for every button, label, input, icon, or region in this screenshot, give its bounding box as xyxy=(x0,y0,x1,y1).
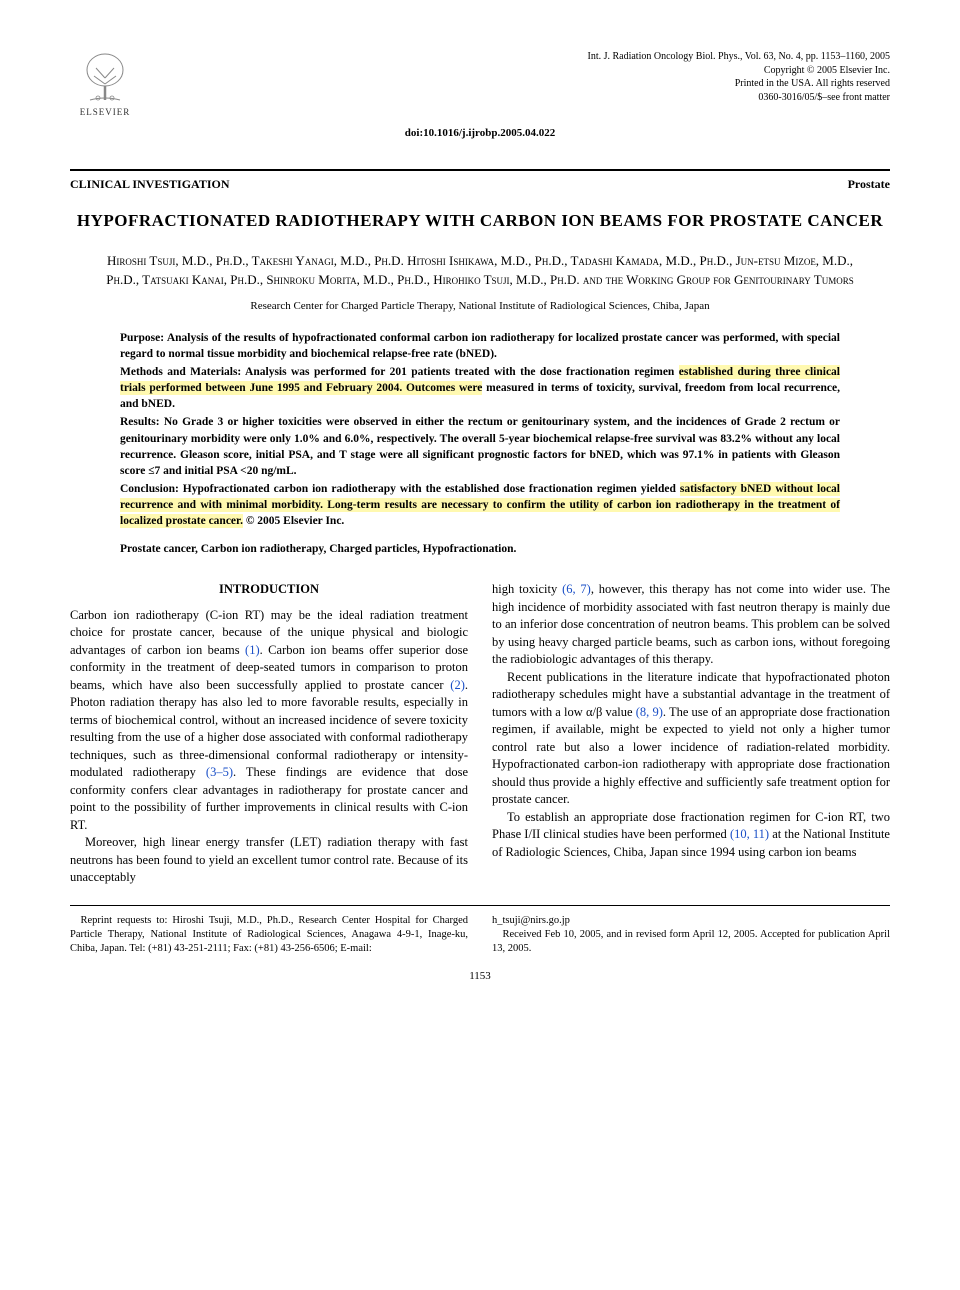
abstract-conclusion: Conclusion: Hypofractionated carbon ion … xyxy=(120,481,840,529)
elsevier-tree-icon xyxy=(80,50,130,105)
printed-line: Printed in the USA. All rights reserved xyxy=(587,77,890,91)
conclusion-text-pre: Hypofractionated carbon ion radiotherapy… xyxy=(179,483,680,495)
header-citation-block: Int. J. Radiation Oncology Biol. Phys., … xyxy=(587,50,890,104)
article-body: INTRODUCTION Carbon ion radiotherapy (C-… xyxy=(70,581,890,887)
intro-paragraph-2: Moreover, high linear energy transfer (L… xyxy=(70,834,468,887)
citation-link-2[interactable]: (2) xyxy=(450,678,465,692)
citation-link-10-11[interactable]: (10, 11) xyxy=(730,827,769,841)
keywords: Prostate cancer, Carbon ion radiotherapy… xyxy=(70,543,890,555)
methods-text-pre: Analysis was performed for 201 patients … xyxy=(241,366,678,378)
issn-line: 0360-3016/05/$–see front matter xyxy=(587,91,890,105)
intro-paragraph-4: To establish an appropriate dose fractio… xyxy=(492,809,890,862)
abstract-results: Results: No Grade 3 or higher toxicities… xyxy=(120,414,840,478)
text-run: . The use of an appropriate dose fractio… xyxy=(492,705,890,807)
copyright-line: Copyright © 2005 Elsevier Inc. xyxy=(587,64,890,78)
methods-label: Methods and Materials: xyxy=(120,366,241,378)
page-header: ELSEVIER Int. J. Radiation Oncology Biol… xyxy=(70,50,890,117)
publisher-logo-block: ELSEVIER xyxy=(70,50,140,117)
footer-rule xyxy=(70,905,890,906)
doi: doi:10.1016/j.ijrobp.2005.04.022 xyxy=(70,127,890,139)
abstract-methods: Methods and Materials: Analysis was perf… xyxy=(120,364,840,412)
purpose-text: Analysis of the results of hypofractiona… xyxy=(120,332,840,360)
page-number: 1153 xyxy=(70,970,890,982)
citation-link-3-5[interactable]: (3–5) xyxy=(206,765,233,779)
results-text: No Grade 3 or higher toxicities were obs… xyxy=(120,416,840,476)
abstract-block: Purpose: Analysis of the results of hypo… xyxy=(70,330,890,529)
citation-link-6-7[interactable]: (6, 7) xyxy=(562,582,591,596)
citation-link-1[interactable]: (1) xyxy=(245,643,260,657)
left-column: INTRODUCTION Carbon ion radiotherapy (C-… xyxy=(70,581,468,887)
journal-citation: Int. J. Radiation Oncology Biol. Phys., … xyxy=(587,50,890,64)
text-run: . Photon radiation therapy has also led … xyxy=(70,678,468,780)
publisher-name: ELSEVIER xyxy=(80,107,131,117)
section-classification-bar: CLINICAL INVESTIGATION Prostate xyxy=(70,169,890,192)
purpose-label: Purpose: xyxy=(120,332,164,344)
article-type: CLINICAL INVESTIGATION xyxy=(70,177,230,192)
text-run: high toxicity xyxy=(492,582,562,596)
footer-left-column: Reprint requests to: Hiroshi Tsuji, M.D.… xyxy=(70,914,468,957)
corresponding-email: h_tsuji@nirs.go.jp xyxy=(492,914,890,928)
right-column: high toxicity (6, 7), however, this ther… xyxy=(492,581,890,887)
conclusion-text-post: © 2005 Elsevier Inc. xyxy=(243,515,344,527)
conclusion-label: Conclusion: xyxy=(120,483,179,495)
intro-paragraph-1: Carbon ion radiotherapy (C-ion RT) may b… xyxy=(70,607,468,835)
article-topic: Prostate xyxy=(848,177,890,192)
author-list: Hiroshi Tsuji, M.D., Ph.D., Takeshi Yana… xyxy=(70,251,890,290)
article-title: HYPOFRACTIONATED RADIOTHERAPY WITH CARBO… xyxy=(70,210,890,233)
manuscript-dates: Received Feb 10, 2005, and in revised fo… xyxy=(492,928,890,956)
results-label: Results: xyxy=(120,416,160,428)
citation-link-8-9[interactable]: (8, 9) xyxy=(636,705,663,719)
footer-right-column: h_tsuji@nirs.go.jp Received Feb 10, 2005… xyxy=(492,914,890,957)
intro-paragraph-2-cont: high toxicity (6, 7), however, this ther… xyxy=(492,581,890,669)
footer-block: Reprint requests to: Hiroshi Tsuji, M.D.… xyxy=(70,914,890,957)
reprint-requests: Reprint requests to: Hiroshi Tsuji, M.D.… xyxy=(70,914,468,957)
abstract-purpose: Purpose: Analysis of the results of hypo… xyxy=(120,330,840,362)
author-affiliation: Research Center for Charged Particle The… xyxy=(70,300,890,312)
introduction-heading: INTRODUCTION xyxy=(70,581,468,599)
intro-paragraph-3: Recent publications in the literature in… xyxy=(492,669,890,809)
